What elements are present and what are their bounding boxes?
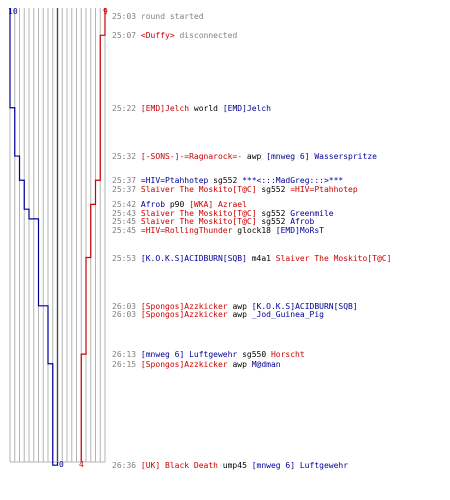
- event-row: 26:13 [mnweg 6] Luftgewehr sg550 Horscht: [112, 350, 305, 359]
- event-player: Afrob: [290, 217, 315, 227]
- event-weapon: glock18: [232, 225, 276, 235]
- event-weapon: sg552: [256, 208, 291, 218]
- event-player: [K.O.K.S]ACIDBURN[SQB]: [251, 301, 358, 311]
- event-time: 26:36: [112, 461, 137, 471]
- event-weapon: sg552: [256, 184, 291, 194]
- event-weapon: sg552: [256, 217, 291, 227]
- event-time: 25:03: [112, 12, 137, 21]
- event-row: 26:03 [Spongos]Azzkicker awp _Jod_Guinea…: [112, 310, 324, 319]
- event-player: =HIV=Ptahhotep: [140, 176, 209, 186]
- event-time: 25:53: [112, 253, 137, 263]
- event-player: Slaiver The Moskito[T@C]: [140, 208, 257, 218]
- event-row: 26:15 [Spongos]Azzkicker awp M@dman: [112, 360, 281, 369]
- event-time: 25:42: [112, 200, 137, 210]
- event-row: 25:32 [-SONS-]-=Ragnarock=- awp [mnweg 6…: [112, 152, 377, 161]
- event-time: 25:45: [112, 217, 137, 227]
- event-time: 26:03: [112, 301, 137, 311]
- event-player: Slaiver The Moskito[T@C]: [140, 184, 257, 194]
- event-weapon: m4a1: [246, 253, 276, 263]
- event-player: [mnweg 6] Luftgewehr: [140, 350, 238, 360]
- event-note: disconnected: [174, 31, 238, 41]
- event-weapon: sg552: [208, 176, 243, 186]
- event-player: Slaiver The Moskito[T@C]: [275, 253, 392, 263]
- event-player: =HIV=Ptahhotep: [290, 184, 358, 194]
- event-weapon: awp: [227, 301, 252, 311]
- event-player: [K.O.K.S]ACIDBURN[SQB]: [140, 253, 247, 263]
- event-weapon: ump45: [217, 461, 252, 471]
- event-time: 25:45: [112, 225, 137, 235]
- event-row: 25:45 =HIV=RollingThunder glock18 [EMD]M…: [112, 226, 324, 235]
- event-player: [mnweg 6] Luftgewehr: [251, 461, 349, 471]
- event-player: [WKA] Azrael: [189, 200, 247, 210]
- event-time: 25:32: [112, 152, 137, 162]
- event-row: 26:03 [Spongos]Azzkicker awp [K.O.K.S]AC…: [112, 302, 358, 311]
- event-player: [UK] Black Death: [140, 461, 218, 471]
- red-team-step-line: [80, 8, 106, 462]
- event-weapon: world: [189, 103, 223, 113]
- event-player: M@dman: [251, 359, 281, 369]
- red-end-count: 4: [79, 460, 84, 469]
- event-time: 26:15: [112, 359, 137, 369]
- event-player: _Jod_Guinea_Pig: [251, 310, 324, 320]
- event-player: Slaiver The Moskito[T@C]: [140, 217, 257, 227]
- event-weapon: awp: [227, 310, 252, 320]
- event-time: 26:03: [112, 310, 137, 320]
- event-player: [-SONS-]-=Ragnarock=-: [140, 152, 243, 162]
- event-time: 25:43: [112, 208, 137, 218]
- event-row: 25:42 Afrob p90 [WKA] Azrael: [112, 200, 247, 209]
- event-player: [EMD]MoRsT: [275, 225, 324, 235]
- blue-end-count: 0: [59, 460, 64, 469]
- event-row: 25:07 <Duffy> disconnected: [112, 31, 237, 40]
- event-player: =HIV=RollingThunder: [140, 225, 233, 235]
- event-weapon: awp: [242, 152, 267, 162]
- event-weapon: p90: [165, 200, 190, 210]
- event-player: [Spongos]Azzkicker: [140, 359, 228, 369]
- event-time: 25:22: [112, 103, 137, 113]
- event-row: 25:03 round started: [112, 12, 204, 21]
- event-player: ***<:::MadGreg:::>***: [242, 176, 344, 186]
- event-row: 25:37 =HIV=Ptahhotep sg552 ***<:::MadGre…: [112, 176, 343, 185]
- event-player: <Duffy>: [140, 31, 175, 41]
- event-player: Greenmile: [290, 208, 334, 218]
- event-player: [EMD]Jelch: [140, 103, 190, 113]
- event-row: 25:53 [K.O.K.S]ACIDBURN[SQB] m4a1 Slaive…: [112, 254, 391, 263]
- event-row: 26:36 [UK] Black Death ump45 [mnweg 6] L…: [112, 461, 348, 470]
- event-player: [Spongos]Azzkicker: [140, 310, 228, 320]
- event-time: 25:37: [112, 176, 137, 186]
- event-note: round started: [140, 12, 204, 21]
- event-player: [Spongos]Azzkicker: [140, 301, 228, 311]
- event-player: Afrob: [140, 200, 166, 210]
- event-weapon: awp: [227, 359, 252, 369]
- event-row: 25:37 Slaiver The Moskito[T@C] sg552 =HI…: [112, 185, 358, 194]
- event-row: 25:43 Slaiver The Moskito[T@C] sg552 Gre…: [112, 209, 334, 218]
- blue-team-step-line: [9, 8, 59, 466]
- event-player: [EMD]Jelch: [222, 103, 271, 113]
- event-player: [mnweg 6] Wasserspritze: [266, 152, 377, 162]
- red-start-count: 9: [103, 7, 108, 16]
- event-weapon: sg550: [237, 350, 271, 360]
- blue-start-count: 10: [8, 7, 18, 16]
- event-time: 26:13: [112, 350, 137, 360]
- event-time: 25:07: [112, 31, 137, 41]
- event-row: 25:22 [EMD]Jelch world [EMD]Jelch: [112, 104, 271, 113]
- event-player: Horscht: [270, 350, 305, 360]
- event-row: 25:45 Slaiver The Moskito[T@C] sg552 Afr…: [112, 217, 314, 226]
- event-time: 25:37: [112, 184, 137, 194]
